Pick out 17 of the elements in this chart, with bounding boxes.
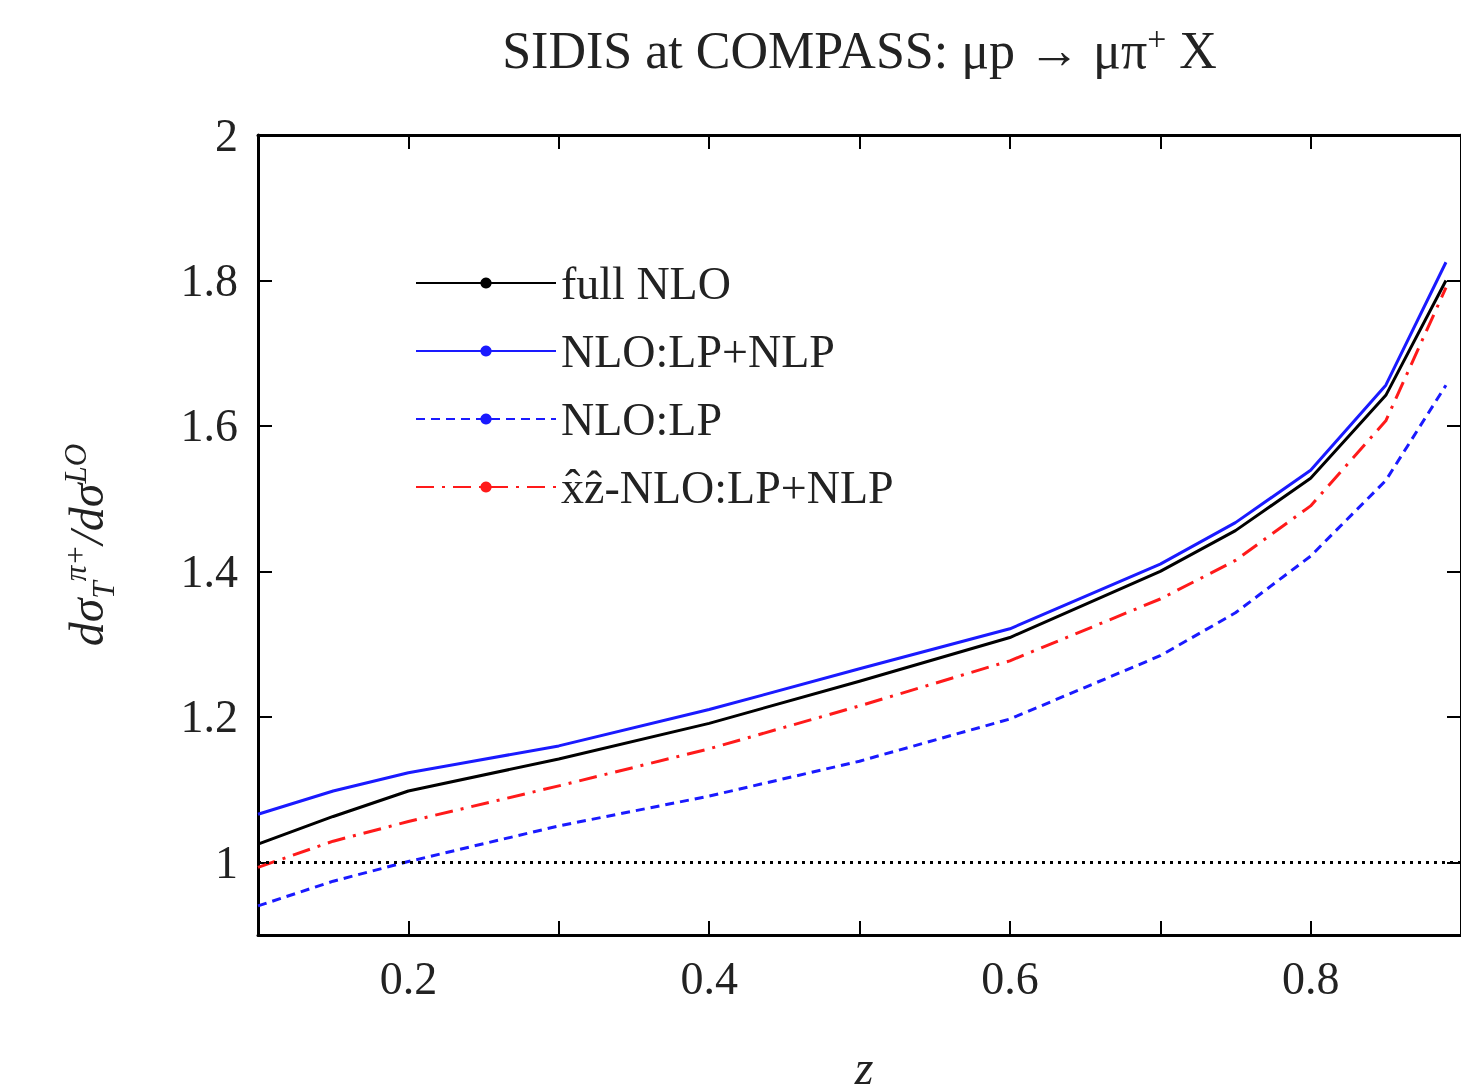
legend-label: x̂ẑ-NLO:LP+NLP — [561, 461, 894, 513]
x-axis-title: z — [853, 1040, 875, 1088]
x-tick-label: 0.6 — [981, 952, 1039, 1004]
legend-label: NLO:LP+NLP — [561, 325, 835, 377]
line-series — [256, 383, 1448, 908]
y-tick-label: 1.4 — [180, 545, 238, 597]
y-tick-label: 1.6 — [180, 400, 238, 452]
x-tick-label: 0.2 — [379, 952, 438, 1004]
x-tick-label: 0.8 — [1281, 952, 1340, 1004]
y-tick-label: 1.2 — [180, 691, 238, 743]
y-tick-label: 1 — [215, 836, 238, 888]
x-tick-label: 0.4 — [680, 952, 738, 1004]
legend-label: NLO:LP — [561, 393, 722, 445]
y-tick-label: 2 — [215, 109, 238, 161]
legend-label: full NLO — [561, 257, 731, 309]
chart-title: SIDIS at COMPASS: μp → μπ$^{+}$ X — [501, 20, 1218, 81]
y-tick-label: 1.8 — [180, 254, 238, 306]
